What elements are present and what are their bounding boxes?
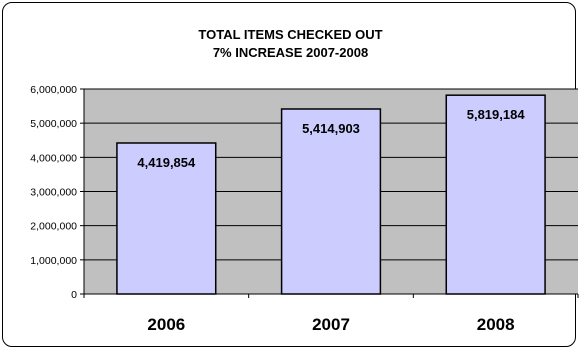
data-label-2007: 5,414,903: [302, 121, 360, 136]
y-tick-label: 6,000,000: [30, 84, 77, 96]
y-tick-label: 5,000,000: [30, 118, 77, 130]
chart-title-line1: TOTAL ITEMS CHECKED OUT: [198, 27, 383, 42]
y-tick-label: 1,000,000: [30, 255, 77, 267]
y-tick-label: 0: [71, 289, 77, 301]
y-tick-label: 3,000,000: [30, 187, 77, 199]
x-category-label-2008: 2008: [477, 315, 515, 334]
y-tick-label: 2,000,000: [30, 221, 77, 233]
x-category-label-2006: 2006: [147, 315, 185, 334]
bar-2008: [445, 94, 546, 295]
chart-title-line2: 7% INCREASE 2007-2008: [212, 45, 369, 60]
y-tick-label: 4,000,000: [30, 152, 77, 164]
data-label-2006: 4,419,854: [137, 155, 196, 170]
data-label-2008: 5,819,184: [467, 107, 526, 122]
bar-2006: [116, 142, 217, 295]
x-category-label-2007: 2007: [312, 315, 350, 334]
bar-2007: [280, 108, 382, 295]
